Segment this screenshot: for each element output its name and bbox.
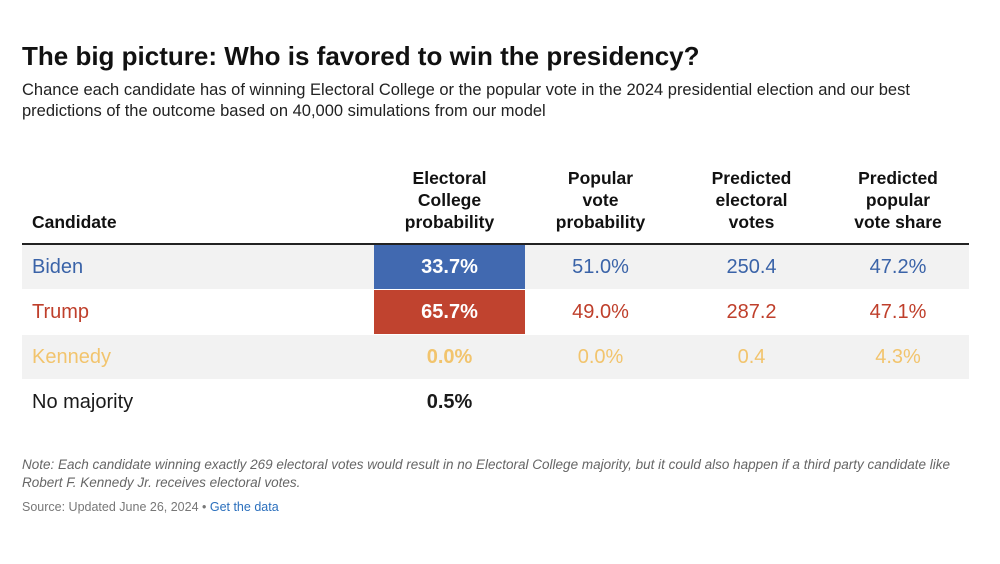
ec-probability-cell: 0.5% bbox=[374, 379, 525, 425]
popular-probability-cell: 0.0% bbox=[525, 334, 676, 380]
candidate-name-cell: Kennedy bbox=[22, 334, 374, 380]
electoral-votes-cell: 0.4 bbox=[676, 334, 827, 380]
header-popular-probability: Popular vote probability bbox=[525, 167, 676, 245]
ec-probability-cell: 0.0% bbox=[374, 334, 525, 380]
table-row: Kennedy 0.0% 0.0% 0.4 4.3% bbox=[22, 334, 969, 380]
table-body: Biden 33.7% 51.0% 250.4 47.2% Trump 65.7% 49.0%… bbox=[22, 244, 969, 425]
vote-share-cell bbox=[827, 379, 969, 425]
header-ec-probability: Electoral College probability bbox=[374, 167, 525, 245]
table-row: Biden 33.7% 51.0% 250.4 47.2% bbox=[22, 244, 969, 290]
chart-container: The big picture: Who is favored to win t… bbox=[22, 40, 972, 514]
ec-probability-cell: 33.7% bbox=[374, 244, 525, 290]
vote-share-cell: 47.2% bbox=[827, 244, 969, 290]
popular-probability-cell: 49.0% bbox=[525, 289, 676, 335]
electoral-votes-cell: 250.4 bbox=[676, 244, 827, 290]
source-text: Source: Updated June 26, 2024 • bbox=[22, 500, 210, 514]
vote-share-cell: 47.1% bbox=[827, 289, 969, 335]
footnote: Note: Each candidate winning exactly 269… bbox=[22, 457, 951, 490]
header-predicted-electoral-votes: Predicted electoral votes bbox=[676, 167, 827, 245]
header-predicted-vote-share: Predicted popular vote share bbox=[827, 167, 969, 245]
header-candidate: Candidate bbox=[22, 167, 374, 245]
ec-probability-cell: 65.7% bbox=[374, 289, 525, 335]
electoral-votes-cell: 287.2 bbox=[676, 289, 827, 335]
get-the-data-link[interactable]: Get the data bbox=[209, 500, 279, 514]
table-row: No majority 0.5% bbox=[22, 379, 969, 425]
table-row: Trump 65.7% 49.0% 287.2 47.1% bbox=[22, 289, 969, 335]
source-line: Source: Updated June 26, 2024 • Get the … bbox=[22, 500, 279, 514]
header-row: Candidate Electoral College probability Po… bbox=[22, 167, 969, 245]
popular-probability-cell: 51.0% bbox=[525, 244, 676, 290]
chart-subtitle: Chance each candidate has of winning Ele… bbox=[22, 81, 910, 120]
candidate-name-cell: Biden bbox=[22, 244, 374, 290]
vote-share-cell: 4.3% bbox=[827, 334, 969, 380]
candidate-name-cell: No majority bbox=[22, 379, 374, 425]
popular-probability-cell bbox=[525, 379, 676, 425]
chart-title: The big picture: Who is favored to win t… bbox=[22, 41, 700, 71]
candidate-name-cell: Trump bbox=[22, 289, 374, 335]
electoral-votes-cell bbox=[676, 379, 827, 425]
results-table: Candidate Electoral College probability Po… bbox=[22, 167, 969, 425]
